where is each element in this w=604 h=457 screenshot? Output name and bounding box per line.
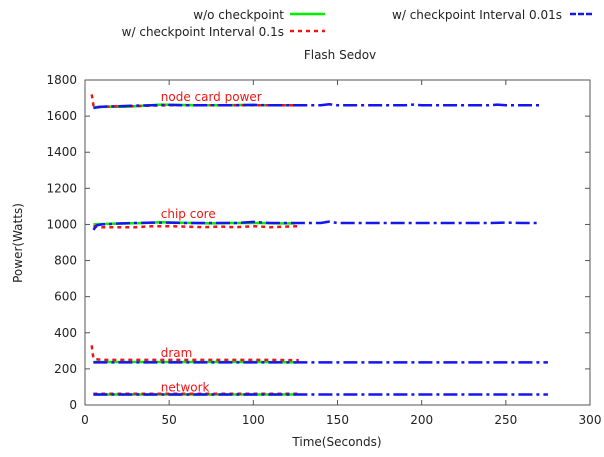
y-tick-label: 0 (69, 398, 77, 412)
x-axis: 0 50 100 150 200 250 300 (81, 80, 601, 427)
legend-label-interval-001: w/ checkpoint Interval 0.01s (392, 8, 562, 22)
series-line-node-card-power-8 (93, 102, 540, 110)
series-layer (90, 94, 548, 396)
legend-label-wo-checkpoint: w/o checkpoint (193, 8, 284, 22)
annotation-label: chip core (161, 207, 216, 221)
y-axis: 0 200 400 600 800 1000 1200 1400 1600 1800 (46, 73, 590, 412)
y-tick-label: 1400 (46, 145, 77, 159)
x-tick-label: 0 (81, 413, 89, 427)
x-tick-label: 250 (494, 413, 517, 427)
legend: w/o checkpoint w/ checkpoint Interval 0.… (122, 8, 594, 39)
y-tick-label: 1600 (46, 109, 77, 123)
y-tick-label: 600 (54, 290, 77, 304)
annotations: node card power chip core dram network (161, 90, 262, 395)
x-tick-label: 300 (579, 413, 602, 427)
series-line-chip-core-9 (92, 220, 540, 231)
y-tick-label: 1000 (46, 217, 77, 231)
y-axis-label: Power(Watts) (11, 203, 25, 283)
y-tick-label: 800 (54, 254, 77, 268)
annotation-label: network (161, 380, 210, 394)
y-tick-label: 400 (54, 326, 77, 340)
series-line-dram-6 (90, 345, 299, 362)
y-tick-label: 1200 (46, 181, 77, 195)
x-tick-label: 100 (242, 413, 265, 427)
chart-title: Flash Sedov (304, 48, 376, 62)
x-axis-label: Time(Seconds) (291, 435, 381, 449)
y-tick-label: 1800 (46, 73, 77, 87)
series-line-node-card-power-4 (90, 94, 299, 109)
annotation-label: node card power (161, 90, 262, 104)
x-tick-label: 200 (410, 413, 433, 427)
legend-label-interval-01: w/ checkpoint Interval 0.1s (122, 25, 284, 39)
x-tick-label: 150 (326, 413, 349, 427)
y-tick-label: 200 (54, 362, 77, 376)
series-line-chip-core-5 (93, 224, 299, 229)
annotation-label: dram (161, 346, 193, 360)
x-tick-label: 50 (162, 413, 177, 427)
